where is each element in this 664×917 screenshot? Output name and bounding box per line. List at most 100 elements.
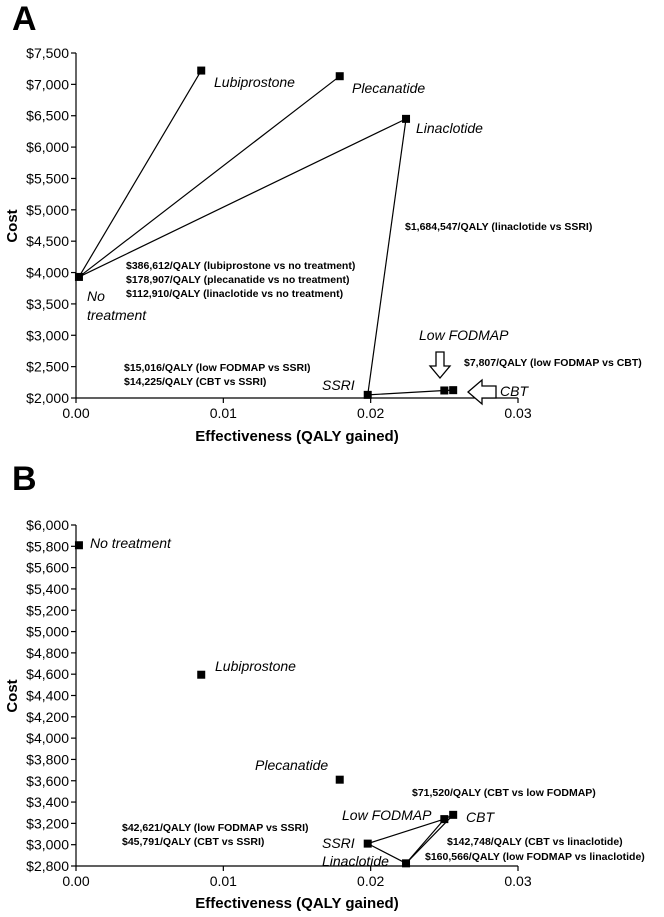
panel-b-y-tick-label: $5,800 [26, 538, 69, 554]
panel-b-point-cbt [449, 810, 458, 819]
panel-a-point-linaclotide [402, 114, 411, 123]
panel-a-y-tick-label: $4,000 [26, 265, 69, 281]
panel-b-x-tick-label: 0.03 [504, 873, 531, 889]
panel-b-y-tick-label: $4,400 [26, 688, 69, 704]
panel-b-point-linaclotide [402, 859, 411, 868]
panel-a-y-tick-label: $6,500 [26, 108, 69, 124]
panel-a-label-ssri: SSRI [322, 377, 355, 393]
panel-a-x-tick-label: 0.02 [357, 405, 384, 421]
panel-a-point-cbt [449, 386, 458, 395]
panel-b-y-tick-label: $5,600 [26, 560, 69, 576]
panel-b-y-tick-label: $4,000 [26, 730, 69, 746]
panel-b-point-no-treatment [74, 541, 83, 550]
panel-a-label-linaclotide: Linaclotide [416, 120, 483, 136]
panel-b-y-tick-label: $2,800 [26, 858, 69, 874]
panel-a-frontier-lines [78, 70, 454, 396]
panel-b-icer-cbt-linaclotide: $142,748/QALY (CBT vs linaclotide) [447, 836, 623, 848]
panel-b-x-ticks: 0.00 0.01 0.02 0.03 [62, 866, 532, 889]
panel-b-y-tick-label: $4,200 [26, 709, 69, 725]
panel-a-x-tick-label: 0.03 [504, 405, 531, 421]
panel-a-y-tick-label: $7,500 [26, 45, 69, 61]
panel-a-y-tick-label: $4,500 [26, 233, 69, 249]
panel-b-y-axis-title: Cost [4, 679, 21, 712]
panel-a-label-no: No [87, 288, 105, 304]
panel-a-x-tick-label: 0.01 [210, 405, 237, 421]
panel-a-line-ssri-to-low-fodmap [367, 389, 445, 396]
panel-a-label-treatment: treatment [87, 307, 147, 323]
panel-b-y-tick-label: $3,200 [26, 815, 69, 831]
panel-b-label-no-treatment: No treatment [90, 535, 172, 551]
panel-a-icer-plecanatide: $178,907/QALY (plecanatide vs no treatme… [126, 274, 350, 286]
panel-a-line-no-treatment-to-plecanatide [78, 75, 341, 278]
panel-a-y-tick-label: $3,000 [26, 327, 69, 343]
panel-b-point-plecanatide [335, 775, 344, 784]
panel-a-y-tick-label: $2,000 [26, 390, 69, 406]
panel-b-x-axis-title: Effectiveness (QALY gained) [195, 895, 398, 912]
panel-a-label-cbt: CBT [500, 383, 529, 399]
panel-a-icer-fodmap-cbt: $7,807/QALY (low FODMAP vs CBT) [464, 357, 642, 369]
panel-a-points [74, 66, 458, 399]
panel-a-y-axis-title: Cost [4, 209, 21, 242]
panel-b-line-ssri-to-linaclotide [367, 843, 407, 864]
panel-b-x-tick-label: 0.00 [62, 873, 89, 889]
panel-b-y-tick-label: $6,000 [26, 517, 69, 533]
panel-b-label-ssri: SSRI [322, 835, 355, 851]
panel-a-letter: A [12, 0, 37, 38]
panel-b-y-tick-label: $3,400 [26, 794, 69, 810]
panel-a-point-low-fodmap [440, 386, 449, 395]
panel-b-point-low-fodmap [440, 815, 449, 824]
panel-a-line-no-treatment-to-lubiprostone [78, 70, 202, 278]
panel-a: A $2,000 $2,500 $3,000 $3,500 $4,000 $4,500 $5… [4, 0, 642, 445]
panel-b-label-plecanatide: Plecanatide [255, 757, 328, 773]
panel-b-label-linaclotide: Linaclotide [322, 853, 389, 869]
panel-a-point-plecanatide [335, 72, 344, 81]
panel-b-y-tick-label: $4,600 [26, 666, 69, 682]
panel-a-arrow-left-icon [467, 378, 497, 406]
panel-a-icer-linaclotide-ssri: $1,684,547/QALY (linaclotide vs SSRI) [405, 221, 592, 233]
panel-a-y-tick-label: $3,500 [26, 296, 69, 312]
panel-a-label-plecanatide: Plecanatide [352, 80, 425, 96]
panel-b-y-tick-label: $5,000 [26, 624, 69, 640]
panel-a-y-tick-label: $2,500 [26, 359, 69, 375]
panel-a-icer-lubiprostone: $386,612/QALY (lubiprostone vs no treatm… [126, 260, 355, 272]
panel-b-line-ssri-to-low-fodmap [367, 818, 445, 845]
panel-b-y-tick-label: $5,400 [26, 581, 69, 597]
panel-b-label-lubiprostone: Lubiprostone [215, 658, 296, 674]
panel-a-arrow-down-icon [428, 351, 452, 380]
panel-b-point-ssri [363, 839, 372, 848]
panel-a-x-axis-title: Effectiveness (QALY gained) [195, 428, 398, 445]
panel-b-y-tick-label: $3,800 [26, 751, 69, 767]
panel-a-line-linaclotide-to-ssri [367, 118, 407, 395]
panel-a-point-ssri [363, 390, 372, 399]
panel-b-icer-fodmap-linaclotide: $160,566/QALY (low FODMAP vs linaclotide… [425, 851, 645, 863]
panel-b-icer-cbt-ssri: $45,791/QALY (CBT vs SSRI) [122, 836, 264, 848]
panel-b-icer-fodmap-ssri: $42,621/QALY (low FODMAP vs SSRI) [122, 822, 309, 834]
panel-a-x-tick-label: 0.00 [62, 405, 89, 421]
panel-b: B $2,800 $3,000 $3,200 $3,400 $3,600 $3,800 $4… [4, 460, 645, 912]
panel-b-y-tick-label: $3,600 [26, 773, 69, 789]
panel-a-x-ticks: 0.00 0.01 0.02 0.03 [62, 398, 532, 421]
panel-b-y-ticks: $2,800 $3,000 $3,200 $3,400 $3,600 $3,800 $4,0… [26, 517, 76, 874]
panel-a-label-low-fodmap: Low FODMAP [419, 327, 509, 343]
panel-a-y-tick-label: $5,000 [26, 202, 69, 218]
panel-a-line-no-treatment-to-linaclotide [78, 118, 407, 278]
panel-a-point-lubiprostone [197, 66, 206, 75]
panel-b-x-tick-label: 0.02 [357, 873, 384, 889]
panel-b-y-tick-label: $3,000 [26, 837, 69, 853]
panel-a-y-tick-label: $5,500 [26, 170, 69, 186]
panel-a-label-lubiprostone: Lubiprostone [214, 74, 295, 90]
panel-a-icer-fodmap-ssri: $15,016/QALY (low FODMAP vs SSRI) [124, 362, 311, 374]
panel-a-icer-linaclotide: $112,910/QALY (linaclotide vs no treatme… [126, 288, 343, 300]
panel-b-point-lubiprostone [197, 670, 206, 679]
panel-b-label-low-fodmap: Low FODMAP [342, 807, 432, 823]
panel-b-y-tick-label: $5,200 [26, 602, 69, 618]
panel-a-point-no-treatment [74, 272, 83, 281]
panel-b-points [74, 541, 458, 868]
panel-a-y-tick-label: $7,000 [26, 76, 69, 92]
panel-b-letter: B [12, 460, 37, 498]
panel-a-icer-cbt-ssri: $14,225/QALY (CBT vs SSRI) [124, 376, 266, 388]
panel-b-x-tick-label: 0.01 [210, 873, 237, 889]
panel-a-y-ticks: $2,000 $2,500 $3,000 $3,500 $4,000 $4,500 $5,0… [26, 45, 76, 406]
panel-b-line-linaclotide-to-low-fodmap [405, 818, 445, 864]
